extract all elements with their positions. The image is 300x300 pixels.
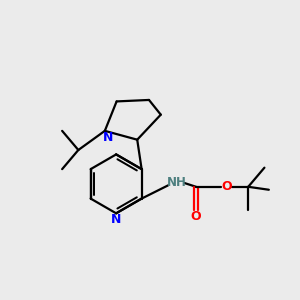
Text: O: O <box>191 210 201 223</box>
Text: O: O <box>221 180 232 193</box>
Text: N: N <box>111 213 121 226</box>
Text: N: N <box>103 131 113 144</box>
Text: NH: NH <box>167 176 186 189</box>
